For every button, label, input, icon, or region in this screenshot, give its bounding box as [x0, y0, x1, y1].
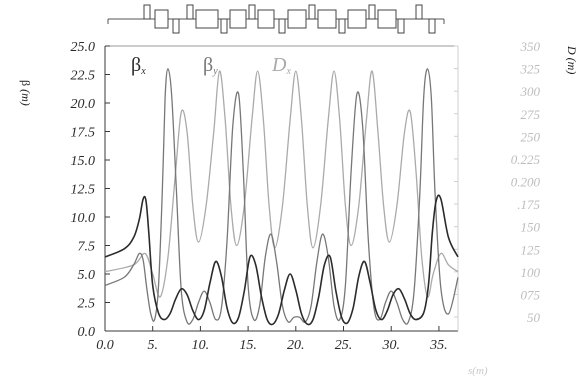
quadrupole-magnet — [415, 4, 423, 20]
series-line-Dx — [104, 70, 459, 298]
y-left-label: β (m) — [19, 80, 33, 106]
dipole-magnet — [287, 9, 307, 29]
x-tick-label: 25. — [335, 338, 353, 353]
x-tick-label: 30. — [381, 338, 400, 353]
dipole-magnet — [257, 9, 275, 29]
right-tick-label: 300 — [520, 84, 541, 99]
x-tick-labels: 0.0 5. 10. 15. 20. 25. 30. 35. — [96, 326, 448, 353]
y-tick-label: 7.5 — [78, 240, 96, 255]
dipole-magnet — [347, 9, 367, 29]
right-tick-label: 0.225 — [511, 152, 541, 167]
y-tick-labels: 0.0 2.5 5.0 7.5 10.0 12.5 15.0 17.5 20.0 22.5 25.0 — [71, 40, 110, 340]
quadrupole-magnet — [428, 18, 436, 34]
y-tick-label: 22.5 — [71, 69, 96, 84]
y-tick-label: 25.0 — [71, 40, 96, 55]
legend-entry: βy — [203, 54, 218, 77]
y-right-label: D (m) — [565, 45, 579, 74]
legend-entry: βx — [131, 54, 146, 77]
right-tick-labels: 50 075 100 125 150 .175 0.200 0.225 250 275 300 325… — [454, 39, 541, 325]
y-tick-label: 5.0 — [78, 268, 96, 283]
right-tick-label: 150 — [521, 220, 541, 235]
right-tick-label: 125 — [521, 242, 541, 257]
x-tick-label: 35. — [429, 338, 448, 353]
quadrupole-magnet — [248, 4, 256, 20]
quadrupole-magnet — [186, 4, 194, 20]
legend: βx βy Dx — [131, 54, 291, 77]
right-tick-label: 275 — [521, 107, 541, 122]
right-tick-label: 100 — [521, 265, 541, 280]
series-line-βx — [104, 194, 459, 326]
right-tick-label: .175 — [517, 197, 540, 212]
quadrupole-magnet — [220, 18, 228, 34]
quadrupole-magnet — [278, 18, 286, 34]
y-tick-label: 10.0 — [71, 211, 96, 226]
y-tick-label: 17.5 — [71, 126, 96, 141]
y-tick-label: 2.5 — [78, 297, 96, 312]
quadrupole-magnet — [397, 18, 405, 34]
x-tick-label: 5. — [147, 338, 158, 353]
x-tick-label: 20. — [287, 338, 305, 353]
x-tick-label: 10. — [192, 338, 210, 353]
dipole-magnet — [154, 9, 169, 29]
x-tick-label: 0.0 — [96, 338, 114, 353]
y-tick-label: 0.0 — [78, 325, 96, 340]
series-line-βy — [104, 68, 459, 325]
dipole-magnet — [229, 9, 247, 29]
right-tick-label: 50 — [527, 310, 541, 325]
right-tick-label: 350 — [520, 39, 541, 54]
quadrupole-magnet — [143, 4, 151, 20]
y-tick-label: 12.5 — [71, 183, 96, 198]
quadrupole-magnet — [172, 18, 180, 34]
right-tick-label: 0.200 — [511, 175, 541, 190]
right-tick-label: 250 — [521, 129, 541, 144]
right-tick-label: 075 — [521, 287, 541, 302]
magnet-lattice-diagram — [107, 4, 445, 34]
y-tick-label: 20.0 — [71, 97, 96, 112]
dipole-magnet — [195, 9, 219, 29]
right-tick-label: 325 — [520, 62, 541, 77]
x-unit-label: s(m) — [468, 365, 488, 377]
quadrupole-magnet — [338, 18, 346, 34]
plot-area — [104, 68, 459, 326]
x-tick-label: 15. — [239, 338, 257, 353]
y-tick-label: 15.0 — [71, 154, 96, 169]
dipole-magnet — [317, 9, 337, 29]
legend-entry: Dx — [271, 54, 291, 77]
dipole-magnet — [377, 9, 397, 29]
quadrupole-magnet — [368, 4, 376, 20]
quadrupole-magnet — [308, 4, 316, 20]
